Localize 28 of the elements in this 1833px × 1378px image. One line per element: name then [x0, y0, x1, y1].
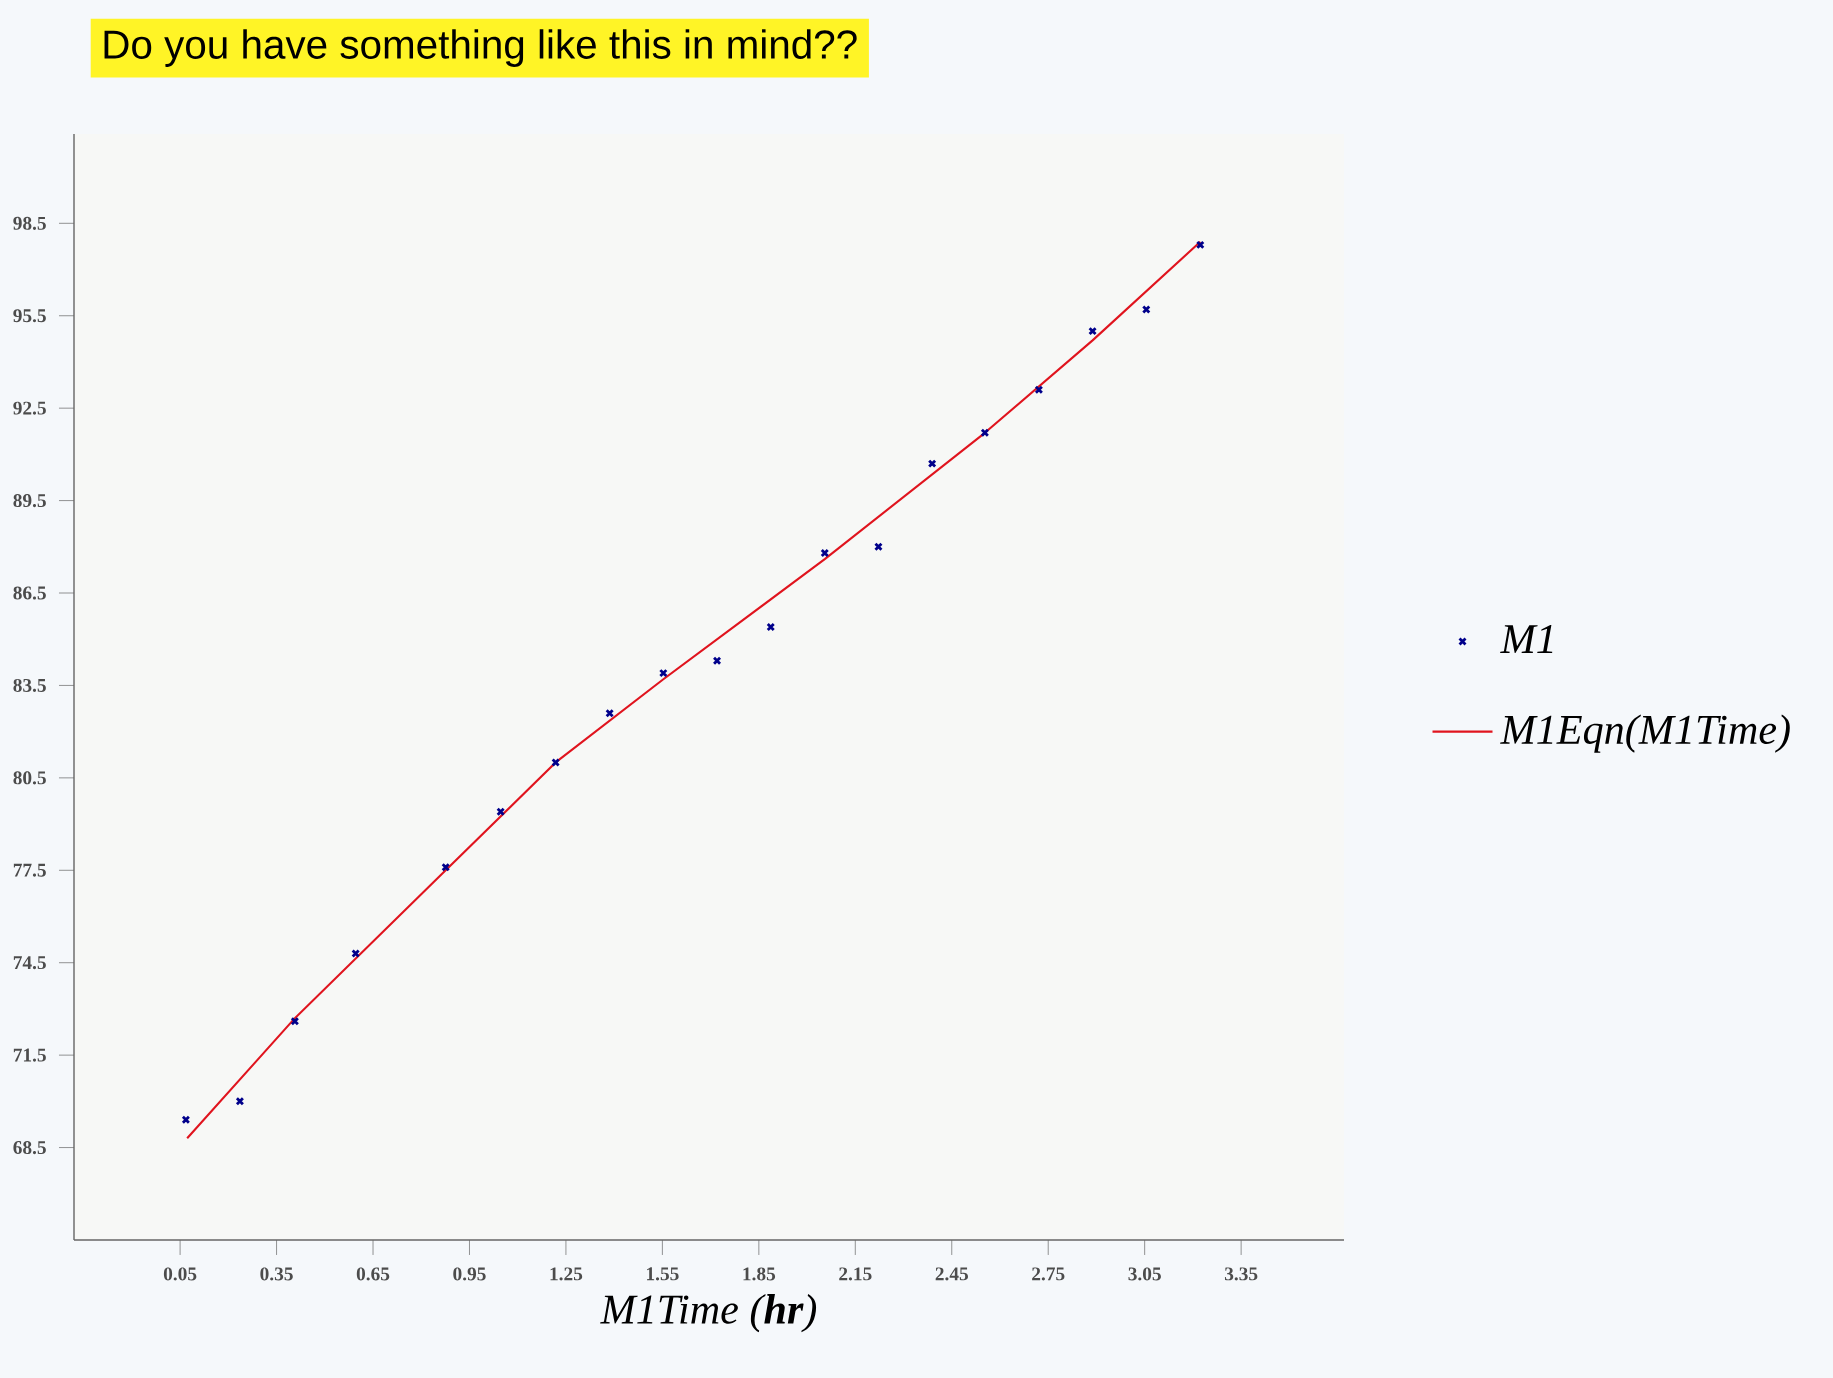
- x-tick-label: 0.35: [260, 1267, 293, 1281]
- x-tick-label: 2.45: [935, 1267, 968, 1281]
- y-tick-label: 80.5: [13, 771, 46, 785]
- legend-label: M1Eqn(M1Time): [1500, 714, 1790, 753]
- line-series: [186, 240, 1202, 1140]
- x-tick-label: 0.95: [453, 1267, 486, 1281]
- y-tick-label: 74.5: [13, 956, 46, 970]
- x-tick-label: 3.35: [1224, 1267, 1258, 1281]
- legend-label: M1: [1500, 625, 1553, 653]
- y-tick-label: 71.5: [13, 1048, 46, 1062]
- x-axis-title: M1Time (hr): [600, 1294, 817, 1333]
- x-tick-label: 2.15: [839, 1267, 872, 1281]
- chart-title: Do you have something like this in mind??: [104, 29, 857, 67]
- y-tick-label: 92.5: [13, 401, 46, 415]
- x-tick-label: 0.05: [163, 1267, 197, 1281]
- y-tick-label: 68.5: [13, 1141, 46, 1155]
- y-tick-label: 89.5: [13, 494, 46, 508]
- x-tick-label: 1.25: [550, 1267, 583, 1281]
- y-tick-label: 86.5: [13, 586, 46, 600]
- x-tick-label: 2.75: [1032, 1267, 1065, 1281]
- y-tick-label: 83.5: [13, 678, 46, 692]
- x-tick-label: 1.85: [743, 1267, 776, 1281]
- y-tick-label: 98.5: [13, 216, 46, 230]
- x-tick-label: 1.55: [647, 1267, 679, 1281]
- y-tick-label: 77.5: [13, 863, 46, 877]
- y-tick-label: 95.5: [13, 309, 46, 323]
- x-tick-label: 3.05: [1128, 1267, 1161, 1281]
- x-tick-label: 0.65: [356, 1267, 390, 1281]
